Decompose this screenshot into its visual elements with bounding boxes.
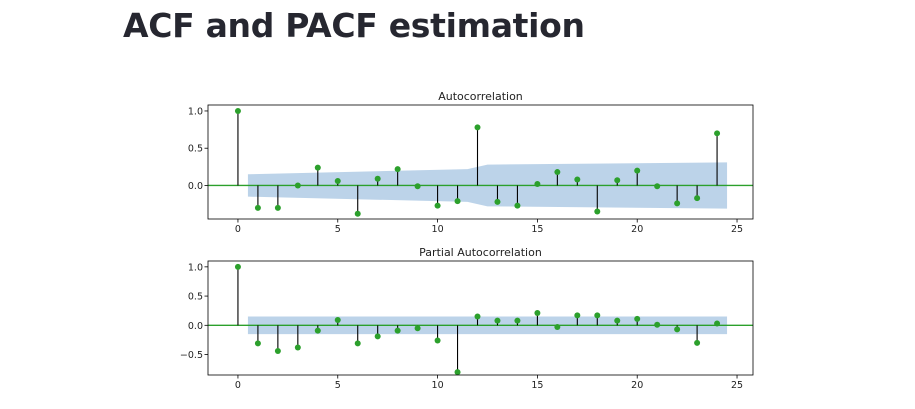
- acf-point-lag-22: [674, 200, 681, 207]
- pacf-point-lag-7: [374, 333, 381, 340]
- acf-x-tick-label: 5: [335, 224, 341, 235]
- pacf-point-lag-8: [394, 327, 401, 334]
- pacf-point-lag-9: [414, 325, 421, 332]
- acf-point-lag-7: [374, 175, 381, 182]
- pacf-point-lag-20: [634, 315, 641, 322]
- pacf-point-lag-17: [574, 312, 581, 319]
- acf-point-lag-4: [314, 164, 321, 171]
- acf-x-tick-label: 15: [531, 224, 543, 235]
- pacf-y-tick-label: −0.5: [180, 350, 203, 361]
- acf-point-lag-9: [414, 183, 421, 190]
- pacf-point-lag-21: [654, 321, 661, 328]
- acf-point-lag-0: [234, 107, 241, 114]
- pacf-x-tick-label: 15: [531, 380, 543, 391]
- pacf-point-lag-2: [274, 348, 281, 355]
- acf-point-lag-19: [614, 177, 621, 184]
- pacf-point-lag-18: [594, 312, 601, 319]
- pacf-point-lag-19: [614, 317, 621, 324]
- pacf-x-tick-label: 10: [432, 380, 444, 391]
- acf-x-tick-label: 10: [432, 224, 444, 235]
- pacf-axes-frame: [207, 260, 754, 376]
- pacf-y-tick-label: 1.0: [188, 262, 203, 273]
- acf-x-tick-label: 20: [631, 224, 643, 235]
- pacf-point-lag-14: [514, 317, 521, 324]
- acf-point-lag-15: [534, 180, 541, 187]
- acf-y-tick-label: 0.0: [188, 181, 203, 192]
- pacf-point-lag-22: [674, 326, 681, 333]
- acf-chart-title: Autocorrelation: [438, 90, 523, 103]
- pacf-point-lag-4: [314, 327, 321, 334]
- pacf-y-tick-label: 0.5: [188, 292, 203, 303]
- pacf-point-lag-10: [434, 337, 441, 344]
- acf-point-lag-12: [474, 124, 481, 131]
- pacf-point-lag-1: [254, 340, 261, 347]
- pacf-point-lag-0: [234, 263, 241, 270]
- pacf-y-tick-label: 0.0: [188, 321, 203, 332]
- page-title: ACF and PACF estimation: [123, 6, 585, 45]
- pacf-point-lag-15: [534, 310, 541, 317]
- pacf-point-lag-16: [554, 324, 561, 331]
- acf-point-lag-20: [634, 167, 641, 174]
- acf-point-lag-14: [514, 202, 521, 209]
- acf-x-tick-label: 25: [731, 224, 743, 235]
- acf-point-lag-6: [354, 210, 361, 217]
- acf-point-lag-11: [454, 198, 461, 205]
- pacf-point-lag-11: [454, 369, 461, 376]
- acf-point-lag-23: [694, 195, 701, 202]
- pacf-point-lag-24: [714, 320, 721, 327]
- pacf-x-tick-label: 0: [235, 380, 241, 391]
- pacf-point-lag-6: [354, 340, 361, 347]
- pacf-x-tick-label: 25: [731, 380, 743, 391]
- pacf-point-lag-13: [494, 317, 501, 324]
- pacf-chart-title: Partial Autocorrelation: [419, 246, 542, 259]
- acf-point-lag-10: [434, 202, 441, 209]
- acf-point-lag-18: [594, 208, 601, 215]
- acf-x-tick-label: 0: [235, 224, 241, 235]
- pacf-point-lag-12: [474, 313, 481, 320]
- acf-point-lag-24: [714, 130, 721, 137]
- pacf-point-lag-3: [294, 344, 301, 351]
- pacf-x-tick-label: 20: [631, 380, 643, 391]
- acf-point-lag-13: [494, 198, 501, 205]
- acf-axes-frame: [207, 104, 754, 220]
- acf-point-lag-1: [254, 204, 261, 211]
- acf-chart: Autocorrelation 0 5 10 15 20 25 0.0 0.5 1.0: [188, 90, 754, 235]
- acf-point-lag-8: [394, 166, 401, 173]
- acf-y-tick-label: 0.5: [188, 144, 203, 155]
- pacf-point-lag-5: [334, 317, 341, 324]
- acf-point-lag-5: [334, 178, 341, 184]
- acf-point-lag-16: [554, 169, 561, 176]
- pacf-x-tick-label: 5: [335, 380, 341, 391]
- acf-y-tick-label: 1.0: [188, 106, 203, 117]
- acf-point-lag-21: [654, 183, 661, 190]
- pacf-point-lag-23: [694, 339, 701, 346]
- acf-point-lag-3: [294, 182, 301, 189]
- acf-point-lag-17: [574, 176, 581, 183]
- pacf-chart: Partial Autocorrelation 0 5 10 15 20 25 −0.5 0.…: [180, 246, 754, 391]
- acf-point-lag-2: [274, 204, 281, 211]
